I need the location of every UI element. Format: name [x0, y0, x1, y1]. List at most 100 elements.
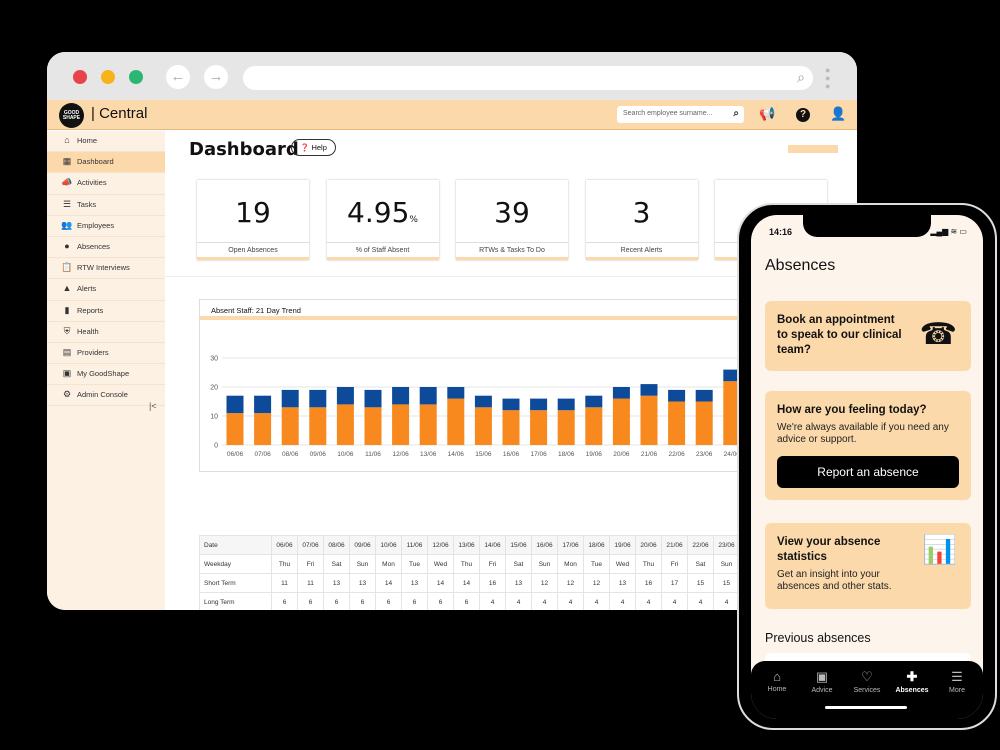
- x-tick-label: 10/06: [337, 451, 354, 458]
- absence-table: Date 06/06 07/06 08/06 09/06 10/06 11/06 12/06 1…: [199, 535, 740, 610]
- x-tick-label: 23/06: [696, 451, 713, 458]
- x-tick-label: 22/06: [668, 451, 685, 458]
- card-title: How are you feeling today?: [777, 404, 927, 416]
- table-cell: 06/06: [271, 535, 298, 555]
- help-icon[interactable]: ?: [796, 108, 810, 122]
- collapse-sidebar-button[interactable]: |<: [149, 401, 157, 411]
- close-window-button[interactable]: [73, 70, 87, 84]
- user-icon[interactable]: 👤: [830, 106, 847, 121]
- report-absence-button[interactable]: Report an absence: [777, 456, 959, 488]
- tab-home[interactable]: ⌂ Home: [755, 669, 799, 693]
- table-cell: Sun: [713, 554, 740, 574]
- bar-short: [668, 401, 686, 445]
- card-title: Book an appointment to speak to our clin…: [777, 314, 902, 356]
- kpi-card[interactable]: 19 Open Absences: [197, 180, 309, 260]
- sidebar-item-label: My GoodShape: [77, 369, 130, 379]
- sidebar-item-my-goodshape[interactable]: ▣ My GoodShape: [47, 364, 165, 386]
- bar-short: [502, 410, 520, 445]
- sidebar-item-label: Health: [77, 326, 99, 336]
- tab-more[interactable]: ☰ More: [935, 669, 979, 694]
- table-cell: Thu: [635, 554, 662, 574]
- table-cell: 13: [609, 573, 636, 593]
- book-appointment-card[interactable]: Book an appointment to speak to our clin…: [765, 301, 971, 371]
- sidebar-item-absences[interactable]: ● Absences: [47, 237, 165, 259]
- x-tick-label: 18/06: [558, 451, 575, 458]
- tab-absences[interactable]: ✚ Absences: [890, 669, 934, 694]
- sidebar-item-label: Activities: [77, 178, 107, 188]
- tab-label: Absences: [895, 687, 929, 694]
- sidebar-item-providers[interactable]: ▤ Providers: [47, 343, 165, 365]
- app-header: GOOD SHAPE | Central Search employee surn…: [47, 100, 857, 130]
- table-cell: 14/06: [479, 535, 506, 555]
- browser-window: ← → ⌕ ● ● ● GOOD SHAPE | Central Search emp…: [47, 52, 857, 610]
- table-cell: Sun: [531, 554, 558, 574]
- x-tick-label: 14/06: [448, 451, 465, 458]
- forward-button[interactable]: →: [204, 65, 228, 89]
- sidebar-item-alerts[interactable]: ▲ Alerts: [47, 279, 165, 301]
- bar-long: [474, 395, 492, 408]
- minimize-window-button[interactable]: [101, 70, 115, 84]
- search-icon[interactable]: ⌕: [733, 108, 739, 119]
- sidebar-item-rtw-interviews[interactable]: 📋 RTW Interviews: [47, 258, 165, 280]
- table-cell: 16: [635, 573, 662, 593]
- sidebar-item-label: Employees: [77, 220, 115, 230]
- absence-statistics-card[interactable]: View your absence statistics Get an insi…: [765, 523, 971, 609]
- sidebar-item-dashboard[interactable]: ▦ Dashboard: [47, 152, 165, 174]
- sidebar-item-home[interactable]: ⌂ Home: [47, 131, 165, 153]
- bar-short: [612, 398, 630, 445]
- table-cell: 12/06: [427, 535, 454, 555]
- kebab-icon[interactable]: ● ● ●: [825, 65, 831, 91]
- table-cell: 11: [297, 573, 324, 593]
- table-cell: 19/06: [609, 535, 636, 555]
- table-cell: 12: [557, 573, 584, 593]
- sidebar-icon: ⚙: [62, 389, 72, 400]
- table-cell: 21/06: [661, 535, 688, 555]
- kpi-card[interactable]: 39 RTWs & Tasks To Do: [456, 180, 568, 260]
- kpi-card[interactable]: 4.95% % of Staff Absent: [326, 180, 439, 260]
- sidebar-item-admin-console[interactable]: ⚙ Admin Console: [47, 385, 165, 407]
- sidebar-icon: 👥: [61, 219, 73, 230]
- back-button[interactable]: ←: [166, 65, 190, 89]
- table-cell: 14: [427, 573, 454, 593]
- bar-short: [254, 413, 272, 445]
- table-cell: 11/06: [401, 535, 428, 555]
- feeling-today-card: How are you feeling today? We're always …: [765, 391, 971, 500]
- table-cell: 14: [453, 573, 480, 593]
- bar-long: [585, 395, 603, 408]
- help-button[interactable]: ❓ Help: [291, 139, 336, 156]
- table-cell: 4: [505, 592, 532, 610]
- sidebar-item-reports[interactable]: ▮ Reports: [47, 301, 165, 322]
- table-cell: 16/06: [531, 535, 558, 555]
- search-placeholder: Search employee surname...: [623, 110, 713, 117]
- sidebar-item-employees[interactable]: 👥 Employees: [47, 216, 165, 237]
- bar-long: [557, 398, 575, 411]
- table-cell: 10/06: [375, 535, 402, 555]
- sidebar-icon: ●: [64, 240, 70, 251]
- sidebar-item-health[interactable]: ⛨ Health: [47, 322, 165, 343]
- main-content: Dashboard ❓ Help 19 Open Absences 4.95% % o…: [165, 131, 857, 610]
- tab-advice[interactable]: ▣ Advice: [800, 669, 844, 694]
- table-cell: Mon: [557, 554, 584, 574]
- table-cell: Tue: [583, 554, 610, 574]
- kpi-card[interactable]: 3 Recent Alerts: [585, 180, 698, 260]
- sidebar-item-activities[interactable]: 📣 Activities: [47, 173, 165, 195]
- bar-long: [419, 387, 437, 405]
- kpi-value: 4.95%: [347, 196, 418, 229]
- table-cell: Wed: [427, 554, 454, 574]
- bar-long: [668, 389, 686, 402]
- sidebar-item-tasks[interactable]: ☰ Tasks: [47, 195, 165, 216]
- address-bar[interactable]: ⌕: [243, 66, 813, 90]
- x-tick-label: 17/06: [530, 451, 547, 458]
- tab-services[interactable]: ♡ Services: [845, 669, 889, 694]
- bar-long: [336, 387, 354, 405]
- table-cell: 13: [505, 573, 532, 593]
- goodshape-logo[interactable]: GOOD SHAPE: [59, 103, 84, 128]
- table-cell: 08/06: [323, 535, 350, 555]
- sidebar-item-label: Admin Console: [77, 390, 128, 400]
- employee-search-input[interactable]: Search employee surname... ⌕: [617, 106, 744, 123]
- sidebar-icon: ☰: [62, 198, 72, 209]
- chart-title: Absent Staff: 21 Day Trend: [200, 300, 778, 320]
- megaphone-icon[interactable]: 📢: [759, 106, 776, 121]
- bar-short: [557, 410, 575, 445]
- maximize-window-button[interactable]: [129, 70, 143, 84]
